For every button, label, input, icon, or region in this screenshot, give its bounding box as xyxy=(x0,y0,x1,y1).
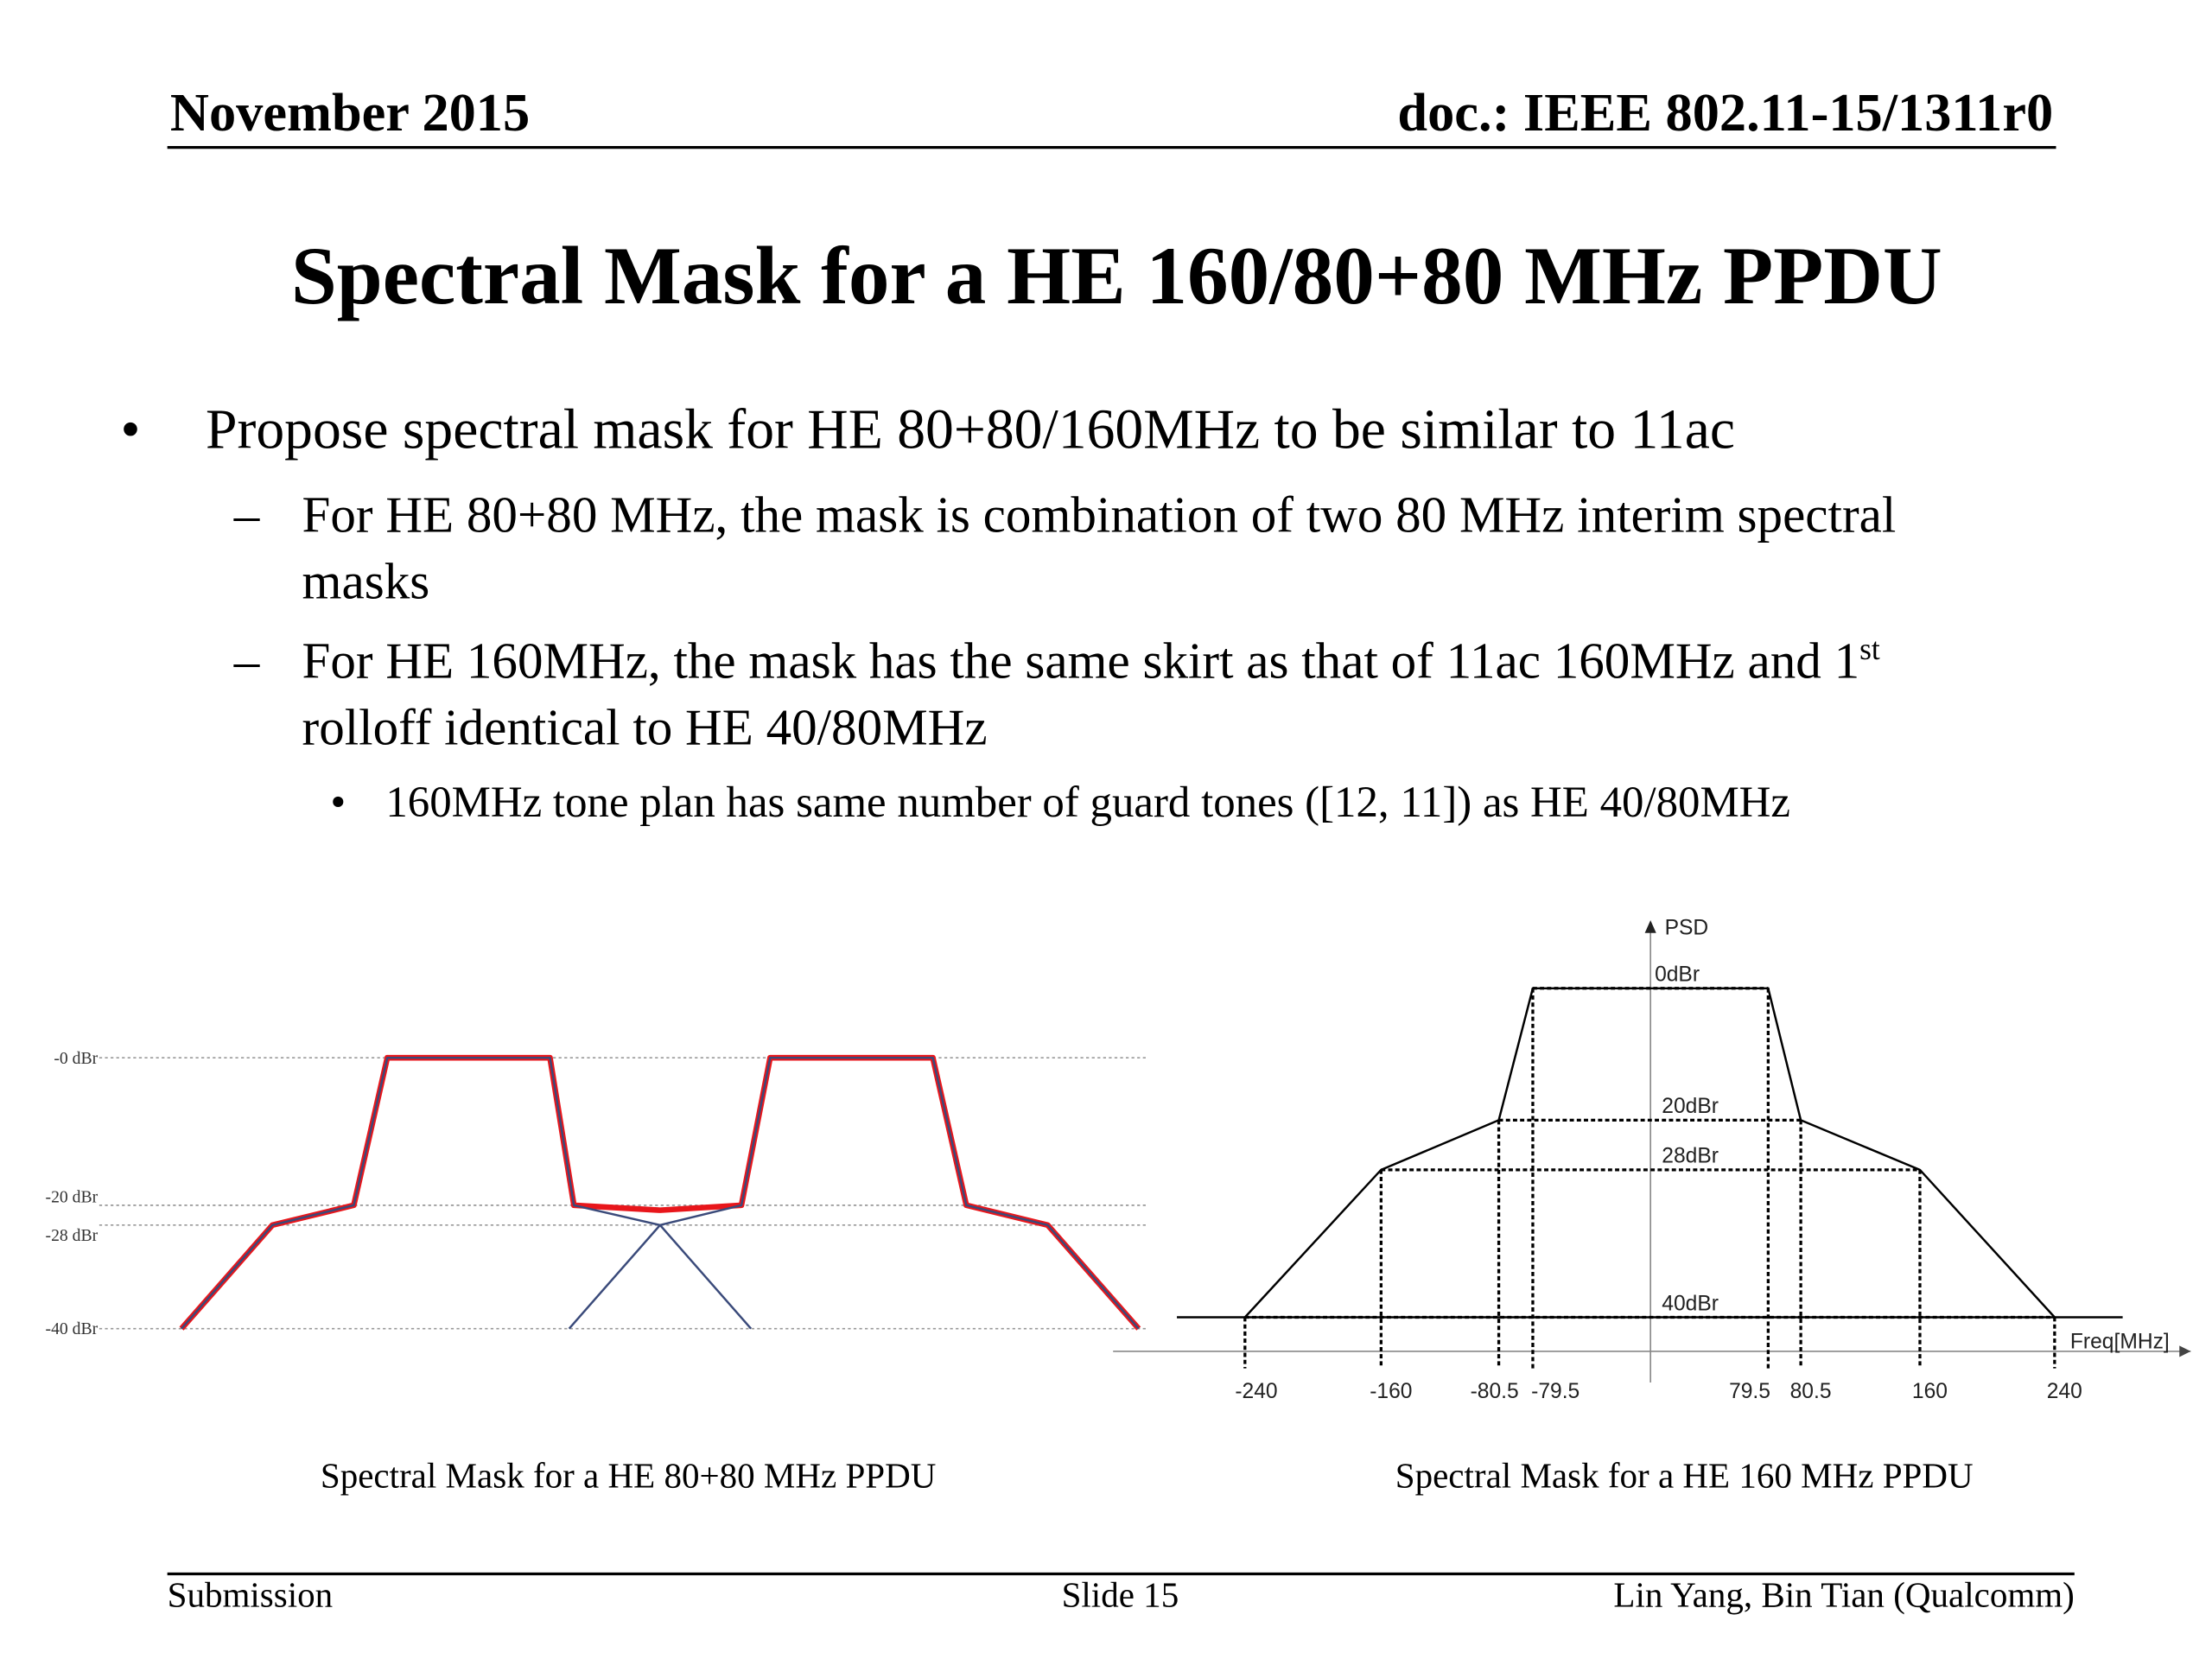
y-tick-label: -28 dBr xyxy=(46,1226,99,1245)
x-tick-label: -240 xyxy=(1235,1380,1277,1403)
header-date: November 2015 xyxy=(169,83,531,143)
superscript: st xyxy=(1859,632,1880,667)
y-tick-label: -40 dBr xyxy=(46,1319,99,1338)
bullet-marker: • xyxy=(330,777,346,827)
footer-center: Slide 15 xyxy=(1061,1576,1179,1616)
mask-line xyxy=(179,1054,1141,1331)
y-tick-label: -0 dBr xyxy=(54,1049,98,1068)
y-tick-label: 28dBr xyxy=(1662,1145,1719,1168)
x-axis-label: Freq[MHz] xyxy=(2070,1331,2170,1354)
y-tick-label: 0dBr xyxy=(1655,963,1700,987)
x-tick-label: 79.5 xyxy=(1729,1380,1770,1403)
bullet-text: For HE 80+80 MHz, the mask is combinatio… xyxy=(302,486,1897,610)
mask-line xyxy=(1243,987,2056,1319)
y-tick-label: 20dBr xyxy=(1662,1095,1719,1118)
x-tick-label: 80.5 xyxy=(1790,1380,1832,1403)
x-tick-label: 160 xyxy=(1912,1380,1948,1403)
bullet-text: Propose spectral mask for HE 80+80/160MH… xyxy=(205,397,1736,461)
bullet-text: For HE 160MHz, the mask has the same ski… xyxy=(302,628,1983,761)
text: For HE 160MHz, the mask has the same ski… xyxy=(302,632,1860,690)
x-tick-label: -79.5 xyxy=(1531,1380,1580,1403)
mask-line xyxy=(181,1056,753,1330)
x-tick-label: -80.5 xyxy=(1471,1380,1519,1403)
slide-title: Spectral Mask for a HE 160/80+80 MHz PPD… xyxy=(290,229,1942,322)
caption: Spectral Mask for a HE 160 MHz PPDU xyxy=(1395,1457,1974,1497)
y-tick-label: -20 dBr xyxy=(46,1188,99,1207)
mask-line xyxy=(568,1056,1140,1330)
bullet-marker: – xyxy=(233,632,260,690)
bullet-marker: • xyxy=(120,397,141,461)
footer-left: Submission xyxy=(167,1576,334,1616)
text: rolloff identical to HE 40/80MHz xyxy=(302,699,988,756)
x-axis-arrow xyxy=(2179,1345,2191,1357)
bullet-marker: – xyxy=(233,486,260,543)
header-doc: doc.: IEEE 802.11-15/1311r0 xyxy=(1397,83,2054,143)
y-axis-label: PSD xyxy=(1665,916,1709,939)
bullet-text: 160MHz tone plan has same number of guar… xyxy=(385,777,1791,827)
x-tick-label: -160 xyxy=(1370,1380,1412,1403)
x-tick-label: 240 xyxy=(2047,1380,2082,1403)
caption: Spectral Mask for a HE 80+80 MHz PPDU xyxy=(320,1457,937,1497)
y-axis-arrow xyxy=(1644,920,1656,933)
y-tick-label: 40dBr xyxy=(1662,1292,1719,1315)
footer-right: Lin Yang, Bin Tian (Qualcomm) xyxy=(1613,1576,2075,1616)
